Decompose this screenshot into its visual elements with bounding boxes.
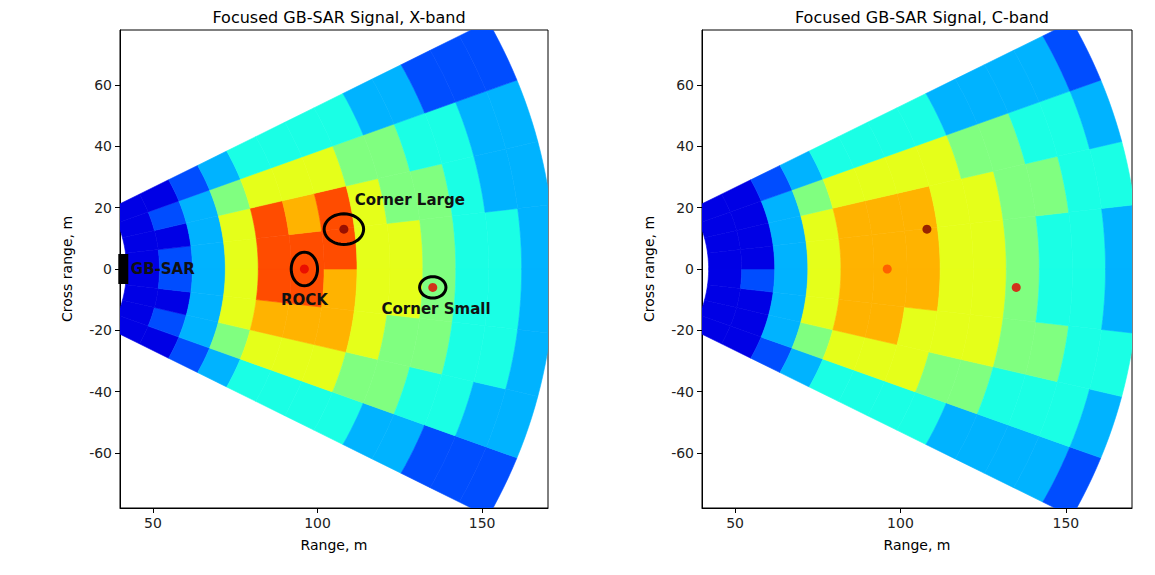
svg-text:40: 40 xyxy=(676,138,694,154)
svg-text:-60: -60 xyxy=(89,445,112,461)
svg-text:40: 40 xyxy=(94,138,112,154)
svg-text:Range, m: Range, m xyxy=(301,537,368,553)
svg-text:-40: -40 xyxy=(89,384,112,400)
svg-text:Focused GB-SAR Signal, C-band: Focused GB-SAR Signal, C-band xyxy=(795,8,1049,27)
svg-text:60: 60 xyxy=(94,77,112,93)
svg-text:-20: -20 xyxy=(89,322,112,338)
svg-text:100: 100 xyxy=(304,515,331,531)
svg-text:GB-SAR: GB-SAR xyxy=(131,260,195,278)
svg-text:Corner Small: Corner Small xyxy=(382,300,491,318)
svg-text:Range, m: Range, m xyxy=(884,537,951,553)
svg-text:ROCK: ROCK xyxy=(281,291,329,309)
svg-text:-20: -20 xyxy=(671,322,694,338)
svg-text:50: 50 xyxy=(726,515,744,531)
svg-text:Corner Large: Corner Large xyxy=(355,191,465,209)
svg-text:150: 150 xyxy=(469,515,496,531)
svg-text:0: 0 xyxy=(685,261,694,277)
svg-text:20: 20 xyxy=(676,200,694,216)
svg-text:0: 0 xyxy=(103,261,112,277)
svg-text:-40: -40 xyxy=(671,384,694,400)
svg-text:20: 20 xyxy=(94,200,112,216)
svg-text:60: 60 xyxy=(676,77,694,93)
svg-text:-60: -60 xyxy=(671,445,694,461)
svg-text:100: 100 xyxy=(887,515,914,531)
svg-text:Cross range, m: Cross range, m xyxy=(59,216,75,322)
svg-text:150: 150 xyxy=(1052,515,1079,531)
svg-text:Focused GB-SAR Signal, X-band: Focused GB-SAR Signal, X-band xyxy=(212,8,465,27)
svg-text:Cross range, m: Cross range, m xyxy=(641,216,657,322)
svg-text:50: 50 xyxy=(144,515,162,531)
